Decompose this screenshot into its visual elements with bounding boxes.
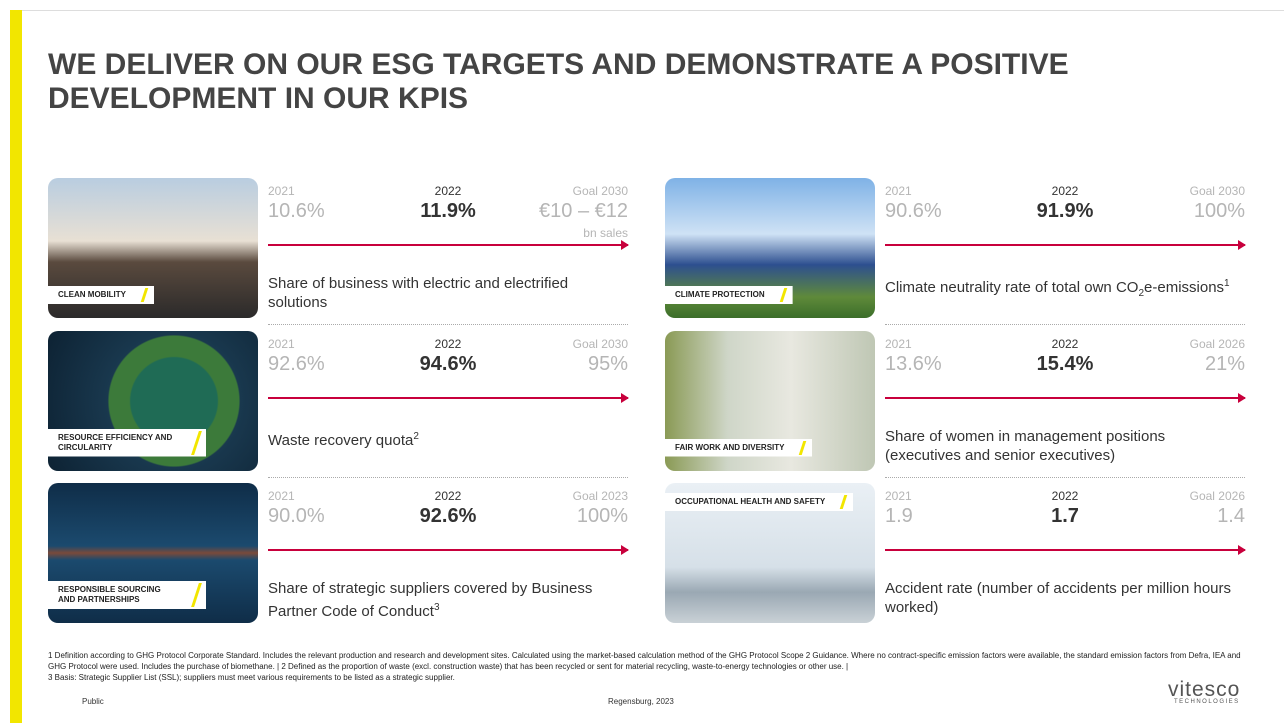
subscript: 2 (1138, 288, 1145, 299)
kpi-figures: 2021 2022 Goal 2030 92.6% 94.6% 95% Waste reco… (268, 331, 629, 471)
location-date: Regensburg, 2023 (608, 697, 674, 706)
value-2021: 92.6% (268, 352, 325, 375)
year-label: 2022 (1051, 489, 1079, 503)
trend-arrow (268, 545, 629, 555)
kpi-image: RESPONSIBLE SOURCING AND PARTNERSHIPS (48, 483, 258, 623)
top-border (10, 10, 1284, 11)
trend-arrow (885, 392, 1246, 403)
value-2021: 10.6% (268, 200, 325, 222)
kpi-figures: 2021 2022 Goal 2023 90.0% 92.6% 100% Share of … (268, 483, 629, 623)
separator (885, 324, 1245, 325)
year-label: 2022 (434, 489, 462, 503)
title: WE DELIVER ON OUR ESG TARGETS AND DEMONS… (48, 48, 1069, 115)
year-label: 2021 (885, 184, 912, 198)
value-2021: 90.0% (268, 505, 325, 527)
kpi-card: RESPONSIBLE SOURCING AND PARTNERSHIPS 202… (48, 483, 629, 623)
image-tag: RESPONSIBLE SOURCING AND PARTNERSHIPS (48, 581, 206, 609)
description-text: e-emissions (1144, 279, 1225, 296)
footnote-ref: 3 (433, 602, 440, 613)
kpi-card: RESOURCE EFFICIENCY AND CIRCULARITY 2021 2… (48, 330, 629, 478)
kpi-card: FAIR WORK AND DIVERSITY 2021 2022 Goal 2026… (665, 330, 1246, 478)
logo: vitesco (1168, 678, 1241, 701)
kpi-figures: 2021 2022 Goal 2030 90.6% 91.9% 100% Climate n… (885, 178, 1246, 318)
value-2022: 11.9% (420, 200, 476, 222)
value-2021: 1.9 (885, 505, 913, 527)
goal-label: Goal 2030 (572, 336, 628, 351)
separator (268, 476, 628, 478)
goal-label: Goal 2026 (1189, 489, 1245, 503)
footnote-ref: 2 (413, 430, 419, 442)
trend-arrow (885, 545, 1246, 555)
year-label: 2021 (268, 336, 295, 351)
year-label: 2021 (268, 184, 295, 198)
value-2022: 94.6% (419, 352, 477, 375)
footnote: 1 Definition according to GHG Protocol C… (48, 651, 1241, 671)
description-text: Share of women in management positions (… (885, 427, 1166, 464)
image-tag: CLIMATE PROTECTION (665, 286, 793, 304)
value-2021: 90.6% (885, 200, 942, 222)
value-2022: 92.6% (419, 505, 477, 527)
kpi-image: CLEAN MOBILITY (48, 178, 258, 318)
description-text: Accident rate (number of accidents per m… (885, 580, 1231, 616)
year-label: 2022 (1051, 184, 1079, 198)
kpi-card: CLEAN MOBILITY 2021 2022 Goal 2030 10.6% 11.9… (48, 178, 629, 325)
value-2022: 1.7 (1051, 505, 1079, 527)
value-2021: 13.6% (885, 352, 942, 375)
description-text: Share of strategic suppliers covered by … (268, 580, 593, 620)
description-text: Climate neutrality rate of total own CO (885, 279, 1139, 296)
goal-value: 21% (1204, 352, 1245, 375)
year-label: 2021 (885, 336, 912, 351)
kpi-description: Share of business with electric and elec… (268, 274, 618, 312)
kpi-image: CLIMATE PROTECTION (665, 178, 875, 318)
goal-label: Goal 2023 (572, 489, 628, 503)
goal-label: Goal 2030 (572, 184, 628, 198)
image-tag: RESOURCE EFFICIENCY AND CIRCULARITY (48, 428, 206, 457)
kpi-image: FAIR WORK AND DIVERSITY (665, 330, 875, 471)
kpi-figures: 2021 2022 Goal 2026 13.6% 15.4% 21% Share of w… (885, 331, 1246, 471)
image-tag: CLEAN MOBILITY (48, 286, 154, 304)
description-text: Waste recovery quota (268, 431, 414, 449)
description-text: Share of business with electric and elec… (268, 275, 569, 311)
accent-bar (10, 10, 22, 723)
footnotes: 1 Definition according to GHG Protocol C… (48, 650, 1248, 683)
image-tag: OCCUPATIONAL HEALTH AND SAFETY (665, 493, 854, 511)
separator (885, 476, 1245, 478)
goal-value: 95% (587, 352, 628, 375)
kpi-figures: 2021 2022 Goal 2026 1.9 1.7 1.4 Accident rate … (885, 483, 1246, 623)
kpi-description: Share of strategic suppliers covered by … (268, 579, 618, 621)
year-label: 2022 (434, 184, 462, 198)
year-label: 2021 (885, 489, 912, 503)
year-label: 2022 (1051, 336, 1079, 351)
kpi-description: Climate neutrality rate of total own CO2… (885, 274, 1235, 303)
goal-value: 1.4 (1217, 505, 1245, 527)
value-2022: 91.9% (1036, 200, 1094, 222)
value-2022: 15.4% (1036, 352, 1094, 375)
goal-label: Goal 2026 (1189, 336, 1245, 351)
classification: Public (82, 697, 104, 706)
footnote-ref: 1 (1224, 278, 1230, 289)
trend-arrow (268, 392, 629, 403)
kpi-description: Share of women in management positions (… (885, 427, 1235, 465)
year-label: 2021 (268, 489, 295, 503)
kpi-description: Accident rate (number of accidents per m… (885, 579, 1235, 617)
goal-note: bn sales (583, 226, 628, 240)
image-tag: FAIR WORK AND DIVERSITY (665, 438, 813, 457)
year-label: 2022 (434, 336, 462, 351)
kpi-card: CLIMATE PROTECTION 2021 2022 Goal 2030 90.6%… (665, 178, 1246, 325)
goal-value: 100% (576, 505, 628, 527)
kpi-figures: 2021 2022 Goal 2030 10.6% 11.9% €10 – €12 bn s… (268, 178, 629, 318)
separator (268, 324, 628, 325)
goal-label: Goal 2030 (1189, 184, 1245, 198)
kpi-description: Waste recovery quota2 (268, 427, 618, 450)
logo-sub: TECHNOLOGIES (1174, 699, 1240, 705)
kpi-image: RESOURCE EFFICIENCY AND CIRCULARITY (48, 330, 258, 471)
footnote: 3 Basis: Strategic Supplier List (SSL); … (48, 673, 455, 682)
trend-arrow (885, 240, 1246, 250)
goal-value: 100% (1193, 200, 1245, 222)
goal-value: €10 – €12 (539, 200, 628, 222)
kpi-image: OCCUPATIONAL HEALTH AND SAFETY (665, 483, 875, 623)
trend-arrow (268, 240, 629, 250)
kpi-card: OCCUPATIONAL HEALTH AND SAFETY 2021 2022 Go… (665, 483, 1246, 623)
